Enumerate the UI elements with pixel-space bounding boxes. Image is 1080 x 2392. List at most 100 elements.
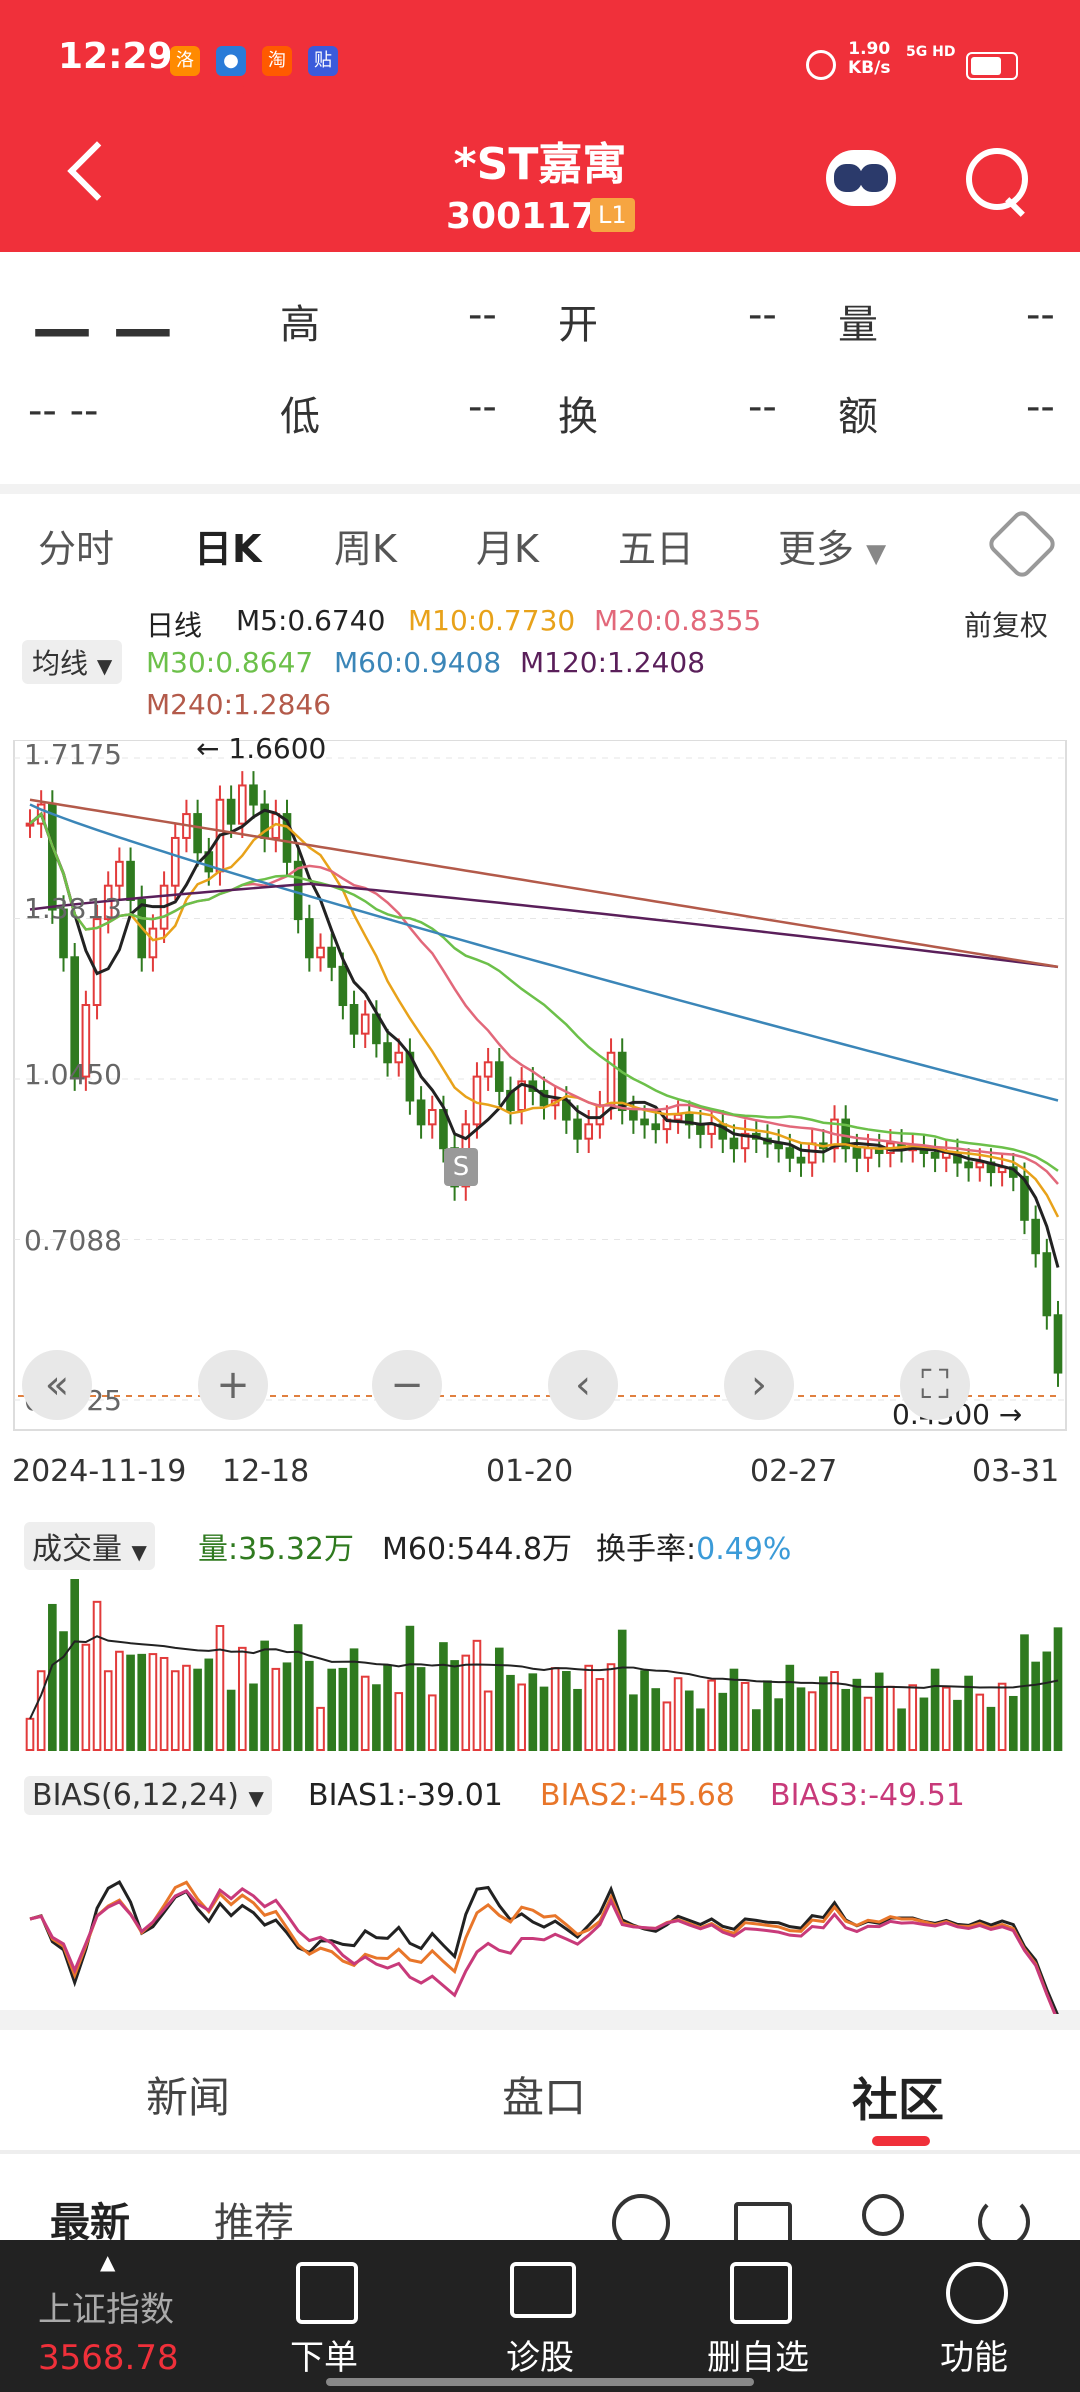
volume-bar	[25, 1717, 35, 1752]
volume-bar	[148, 1653, 158, 1751]
assistant-robot-icon[interactable]	[826, 150, 896, 206]
date-tick-2: 01-20	[486, 1454, 574, 1489]
candle	[316, 946, 325, 959]
series-label: 日线	[146, 609, 203, 642]
tab-orderbook[interactable]: 盘口	[502, 2073, 587, 2122]
volume-current: 量:35.32万	[198, 1532, 354, 1567]
order-icon[interactable]	[296, 2262, 358, 2324]
fullscreen-button[interactable]: ⛶	[900, 1350, 970, 1420]
price-tick-1: 1.3813	[24, 892, 122, 925]
fast-rewind-button[interactable]: «	[22, 1350, 92, 1420]
tab-weekly-k[interactable]: 周K	[334, 527, 397, 571]
remove-watchlist-icon[interactable]	[730, 2262, 792, 2324]
kline-chart[interactable]	[0, 740, 1080, 1440]
volume-bar	[763, 1680, 772, 1751]
price-change: -- --	[28, 388, 99, 434]
candle	[483, 1061, 493, 1078]
candle	[305, 918, 314, 959]
adjust-mode[interactable]: 前复权	[964, 609, 1049, 642]
tab-monthly-k[interactable]: 月K	[476, 527, 539, 571]
search-icon[interactable]	[966, 148, 1028, 210]
volume-bar	[439, 1642, 448, 1751]
tab-daily-k[interactable]: 日K	[194, 527, 262, 571]
scroll-left-button[interactable]: ‹	[548, 1350, 618, 1420]
diagnose-icon[interactable]	[510, 2262, 576, 2318]
ma-selector[interactable]: 均线 ▼	[22, 640, 123, 684]
scroll-right-button[interactable]: ›	[724, 1350, 794, 1420]
signal-badge[interactable]: S	[444, 1148, 478, 1186]
volume-selector[interactable]: 成交量 ▼	[24, 1522, 155, 1570]
candle	[427, 1109, 437, 1126]
volume-bar	[48, 1603, 57, 1751]
candle	[852, 1147, 862, 1159]
volume-bar	[405, 1625, 415, 1751]
tab-more[interactable]: 更多 ▼	[778, 527, 887, 571]
volume-bar	[1053, 1627, 1063, 1751]
user-icon[interactable]	[862, 2194, 904, 2236]
date-tick-0: 2024-11-19	[12, 1454, 187, 1489]
low-label: 低	[280, 394, 320, 440]
zoom-out-button[interactable]: −	[372, 1350, 442, 1420]
volume-bar	[707, 1679, 716, 1751]
volume-bar	[919, 1697, 929, 1751]
volume-bar	[92, 1600, 102, 1751]
bias-selector[interactable]: BIAS(6,12,24) ▼	[24, 1776, 272, 1815]
index-name[interactable]: 上证指数	[38, 2290, 174, 2330]
volume-bar	[70, 1579, 80, 1751]
alarm-icon	[806, 50, 836, 80]
volume-bar	[807, 1691, 817, 1751]
amount-label: 额	[838, 394, 878, 440]
tab-news[interactable]: 新闻	[146, 2073, 231, 2122]
volume-bar	[282, 1662, 292, 1751]
open-label: 开	[558, 302, 598, 348]
candle	[517, 1080, 526, 1112]
volume-bar	[863, 1696, 873, 1752]
candle	[640, 1118, 649, 1126]
chevron-down-icon: ▼	[96, 654, 113, 678]
candle	[1031, 1218, 1040, 1255]
tab-five-day[interactable]: 五日	[618, 527, 695, 571]
volume-bar	[930, 1668, 940, 1751]
volume-bar	[237, 1646, 247, 1751]
candle	[293, 860, 303, 921]
subtab-recommend[interactable]: 推荐	[214, 2200, 294, 2246]
chevron-up-icon[interactable]: ▲	[100, 2250, 116, 2274]
legend-m240: M240:1.2846	[146, 688, 332, 721]
candle	[863, 1147, 873, 1159]
function-icon[interactable]	[946, 2262, 1008, 2324]
tab-community[interactable]: 社区	[852, 2073, 944, 2127]
volume-bar	[249, 1683, 258, 1751]
home-indicator	[326, 2378, 754, 2386]
app-header	[0, 0, 1080, 252]
candle	[807, 1142, 817, 1164]
volume-bar	[584, 1664, 594, 1751]
bias3-value: BIAS3:-49.51	[770, 1778, 965, 1813]
volume-bar	[629, 1694, 638, 1751]
volume-bar	[941, 1686, 951, 1751]
stock-title: *ST嘉寓	[453, 139, 627, 190]
candle	[506, 1089, 515, 1112]
price-tick-3: 0.7088	[24, 1224, 122, 1257]
candle	[226, 798, 236, 825]
order-button[interactable]: 下单	[290, 2338, 358, 2378]
volume-bar	[796, 1687, 806, 1751]
remove-watchlist-button[interactable]: 删自选	[707, 2338, 809, 2378]
subtab-latest[interactable]: 最新	[50, 2200, 130, 2246]
zoom-in-button[interactable]: +	[198, 1350, 268, 1420]
candle	[785, 1147, 795, 1159]
candle	[338, 965, 348, 1007]
candle	[617, 1051, 627, 1112]
tab-intraday[interactable]: 分时	[38, 527, 115, 571]
volume-bar	[751, 1709, 761, 1751]
candle	[25, 822, 35, 827]
volume-bar	[115, 1650, 124, 1751]
volume-bar	[539, 1686, 549, 1751]
volume-bar	[36, 1670, 46, 1751]
diagnose-button[interactable]: 诊股	[506, 2338, 574, 2378]
volume-bar	[550, 1667, 560, 1751]
legend-m5: M5:0.6740	[236, 604, 386, 637]
divider	[0, 2150, 1080, 2154]
volume-bar	[193, 1668, 202, 1751]
function-button[interactable]: 功能	[940, 2338, 1008, 2378]
candle	[282, 813, 292, 863]
